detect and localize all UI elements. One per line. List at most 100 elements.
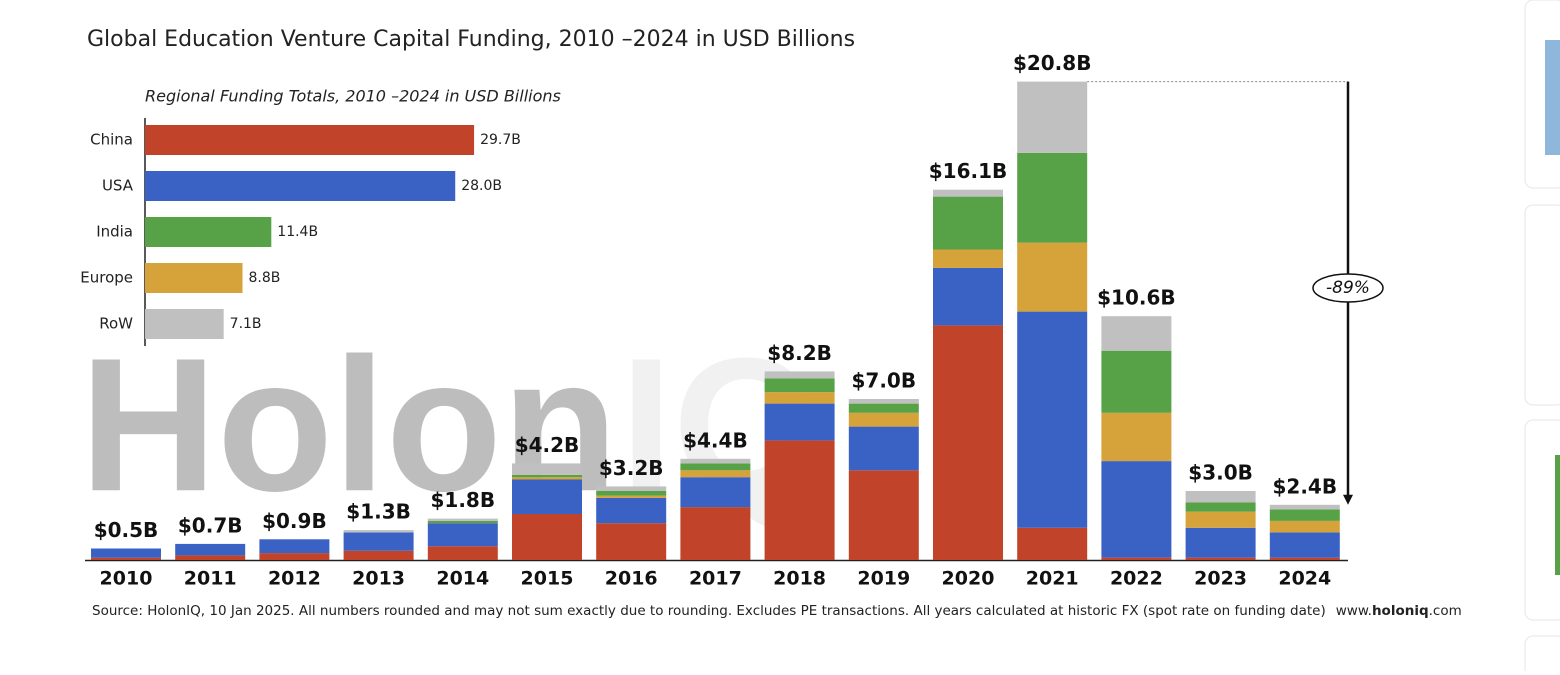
bar-segment xyxy=(1101,316,1172,351)
x-tick-label: 2010 xyxy=(100,568,153,590)
bar-segment xyxy=(596,495,667,498)
side-card-thumb xyxy=(1545,40,1560,155)
side-card xyxy=(1524,419,1560,621)
bar-segment xyxy=(764,392,835,404)
x-tick-label: 2013 xyxy=(352,568,405,590)
bar-segment xyxy=(848,403,919,413)
y-tick-label: Europe xyxy=(80,269,133,287)
bar xyxy=(145,171,456,201)
bar-segment xyxy=(259,553,330,560)
bar-segment xyxy=(343,532,414,551)
side-card-thumb xyxy=(1555,455,1560,575)
x-tick-label: 2022 xyxy=(1110,568,1163,590)
website: .com xyxy=(1429,603,1462,619)
bar-segment xyxy=(1185,491,1256,503)
bar xyxy=(145,217,272,247)
x-tick-label: 2017 xyxy=(689,568,742,590)
side-card xyxy=(1524,635,1560,675)
side-cards xyxy=(1524,0,1560,675)
annotation-arrowhead xyxy=(1343,494,1353,505)
bar-segment xyxy=(1269,520,1340,533)
y-tick-label: RoW xyxy=(99,315,133,333)
bar-segment xyxy=(933,267,1003,326)
total-label: $1.3B xyxy=(346,500,411,524)
bar-segment xyxy=(91,557,161,560)
website: www. xyxy=(1336,603,1372,619)
bar-segment xyxy=(680,463,751,471)
source: Source: HolonIQ, 10 Jan 2025. All number… xyxy=(92,603,1326,619)
chart-title: Global Education Venture Capital Funding… xyxy=(87,27,855,52)
bar-segment xyxy=(1185,511,1256,528)
total-label: $0.5B xyxy=(94,518,159,542)
bar-segment xyxy=(427,523,498,547)
x-tick-label: 2015 xyxy=(521,568,574,590)
bar-segment xyxy=(427,546,498,560)
bar-segment xyxy=(933,249,1003,268)
total-label: $1.8B xyxy=(431,488,496,512)
bar-segment xyxy=(1269,557,1340,560)
bar-segment xyxy=(848,426,919,471)
bar-segment xyxy=(596,523,667,560)
bar-segment xyxy=(1269,532,1340,558)
bar-segment xyxy=(343,550,414,560)
side-card xyxy=(1524,204,1560,406)
bar-segment xyxy=(596,491,667,496)
total-label: $8.2B xyxy=(767,341,832,365)
website: holoniq xyxy=(1372,603,1429,619)
x-tick-label: 2012 xyxy=(268,568,321,590)
total-label: $20.8B xyxy=(1013,51,1092,75)
bar-segment xyxy=(1101,461,1172,558)
bar-segment xyxy=(596,486,667,491)
bar-segment xyxy=(848,399,919,404)
bar-segment xyxy=(1017,527,1088,560)
value-label: 11.4B xyxy=(277,224,318,240)
bar xyxy=(145,309,224,339)
bar-segment xyxy=(512,477,582,480)
bar-segment xyxy=(933,325,1003,560)
x-tick-label: 2020 xyxy=(942,568,995,590)
bar-segment xyxy=(933,189,1003,197)
bar-segment xyxy=(1269,509,1340,521)
bar-segment xyxy=(1101,412,1172,462)
bar-segment xyxy=(175,543,246,556)
source-note: Source: HolonIQ, 10 Jan 2025. All number… xyxy=(92,603,1462,619)
bar-segment xyxy=(764,371,835,379)
value-label: 28.0B xyxy=(461,178,502,194)
bar-segment xyxy=(1101,557,1172,560)
bar-segment xyxy=(175,555,246,560)
bar-segment xyxy=(1017,311,1088,528)
bar-segment xyxy=(1101,350,1172,413)
bar-segment xyxy=(848,412,919,427)
y-tick-label: India xyxy=(96,223,133,241)
bar-segment xyxy=(596,497,667,524)
inset-title: Regional Funding Totals, 2010 –2024 in U… xyxy=(145,87,561,106)
x-tick-label: 2014 xyxy=(436,568,489,590)
total-label: $7.0B xyxy=(852,369,917,393)
total-label: $2.4B xyxy=(1273,474,1338,498)
bar-segment xyxy=(1017,152,1088,243)
annotation-badge xyxy=(1312,273,1384,303)
bar-segment xyxy=(1269,504,1340,510)
total-label: $4.2B xyxy=(515,433,580,457)
value-label: 8.8B xyxy=(249,270,281,286)
bar-segment xyxy=(933,196,1003,250)
bar-segment xyxy=(343,530,414,533)
bar-segment xyxy=(512,479,582,514)
bar-segment xyxy=(259,539,330,554)
bar-segment xyxy=(764,378,835,393)
bar-segment xyxy=(91,548,161,558)
chart-background xyxy=(0,0,1515,671)
x-tick-label: 2019 xyxy=(857,568,910,590)
x-tick-label: 2018 xyxy=(773,568,826,590)
bar-segment xyxy=(1185,502,1256,512)
annotation: -89% xyxy=(1326,278,1370,298)
total-label: $4.4B xyxy=(683,428,748,452)
total-label: $10.6B xyxy=(1097,286,1176,310)
x-tick-label: 2021 xyxy=(1026,568,1079,590)
bar-segment xyxy=(427,520,498,524)
total-label: $0.9B xyxy=(262,509,327,533)
bar-segment xyxy=(1185,557,1256,560)
bar-segment xyxy=(1185,527,1256,558)
